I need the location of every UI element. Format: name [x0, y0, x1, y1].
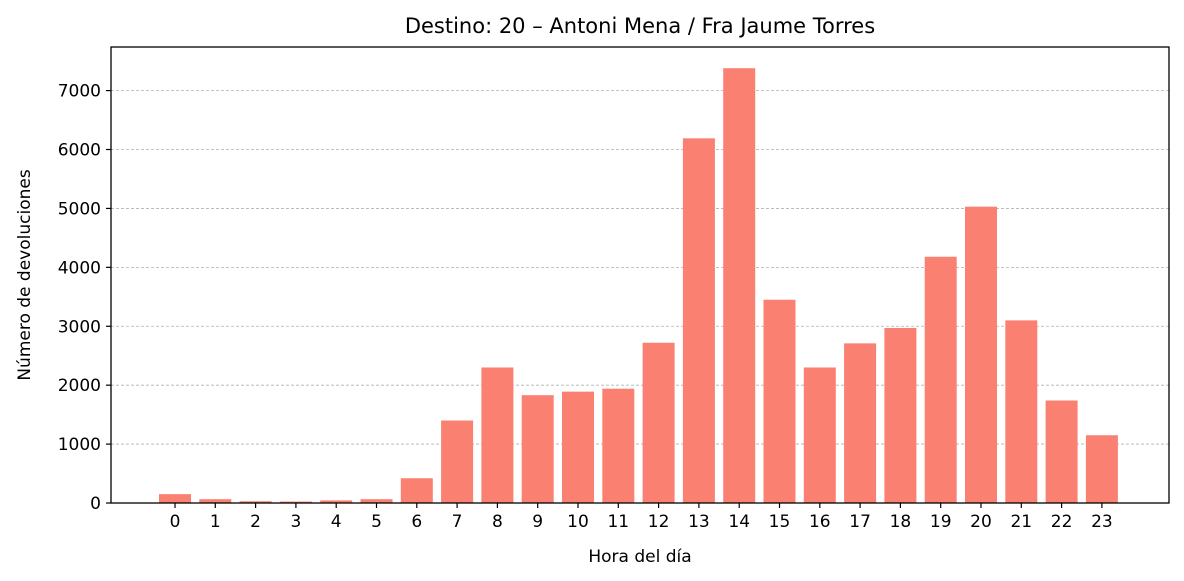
x-tick-label: 22 — [1051, 512, 1073, 532]
bar — [441, 420, 474, 503]
y-tick-label: 1000 — [58, 435, 101, 455]
bar — [965, 206, 997, 503]
x-tick-label: 21 — [1010, 512, 1032, 532]
y-tick-label: 0 — [90, 494, 101, 514]
x-tick-label: 0 — [170, 512, 181, 532]
bar — [642, 342, 675, 503]
bar — [562, 391, 594, 503]
bar — [279, 501, 312, 503]
bar — [723, 68, 756, 504]
x-tick-label: 11 — [607, 512, 629, 532]
bar — [400, 478, 433, 503]
bar — [763, 299, 796, 503]
x-tick-label: 6 — [411, 512, 422, 532]
y-tick-label: 4000 — [58, 258, 101, 278]
bar — [360, 499, 393, 503]
x-tick-label: 18 — [890, 512, 912, 532]
x-tick-label: 20 — [970, 512, 992, 532]
x-tick-label: 15 — [769, 512, 791, 532]
bar — [884, 328, 917, 503]
x-axis-title: Hora del día — [588, 547, 691, 567]
bar — [320, 500, 353, 503]
bar — [481, 367, 514, 503]
bar — [1085, 435, 1118, 503]
x-tick-label: 16 — [809, 512, 831, 532]
x-tick-label: 17 — [849, 512, 871, 532]
bars — [159, 68, 1118, 504]
x-tick-label: 3 — [290, 512, 301, 532]
chart-title: Destino: 20 – Antoni Mena / Fra Jaume To… — [405, 14, 875, 38]
x-tick-label: 7 — [452, 512, 463, 532]
y-tick-label: 3000 — [58, 317, 101, 337]
bar — [239, 501, 272, 503]
x-tick-label: 4 — [331, 512, 342, 532]
bar — [199, 499, 232, 503]
bar — [682, 138, 715, 504]
x-tick-label: 5 — [371, 512, 382, 532]
x-tick-label: 23 — [1091, 512, 1113, 532]
y-axis-title: Número de devoluciones — [15, 169, 35, 380]
bar — [521, 395, 554, 503]
bar — [602, 388, 635, 503]
bar — [803, 367, 836, 503]
bar — [159, 494, 191, 503]
bar — [844, 343, 877, 503]
bar — [1005, 320, 1038, 503]
bar — [924, 256, 957, 503]
x-tick-label: 12 — [648, 512, 670, 532]
x-tick-label: 14 — [728, 512, 750, 532]
x-tick-label: 13 — [688, 512, 710, 532]
plot-frame — [110, 46, 1170, 504]
x-tick-label: 8 — [492, 512, 503, 532]
x-tick-label: 9 — [532, 512, 543, 532]
x-tick-label: 19 — [930, 512, 952, 532]
y-tick-label: 2000 — [58, 376, 101, 396]
x-tick-label: 1 — [210, 512, 221, 532]
y-tick-label: 7000 — [58, 82, 101, 102]
y-tick-label: 6000 — [58, 141, 101, 161]
x-tick-label: 2 — [250, 512, 261, 532]
bar — [1045, 400, 1078, 503]
x-tick-label: 10 — [567, 512, 589, 532]
y-tick-label: 5000 — [58, 199, 101, 219]
